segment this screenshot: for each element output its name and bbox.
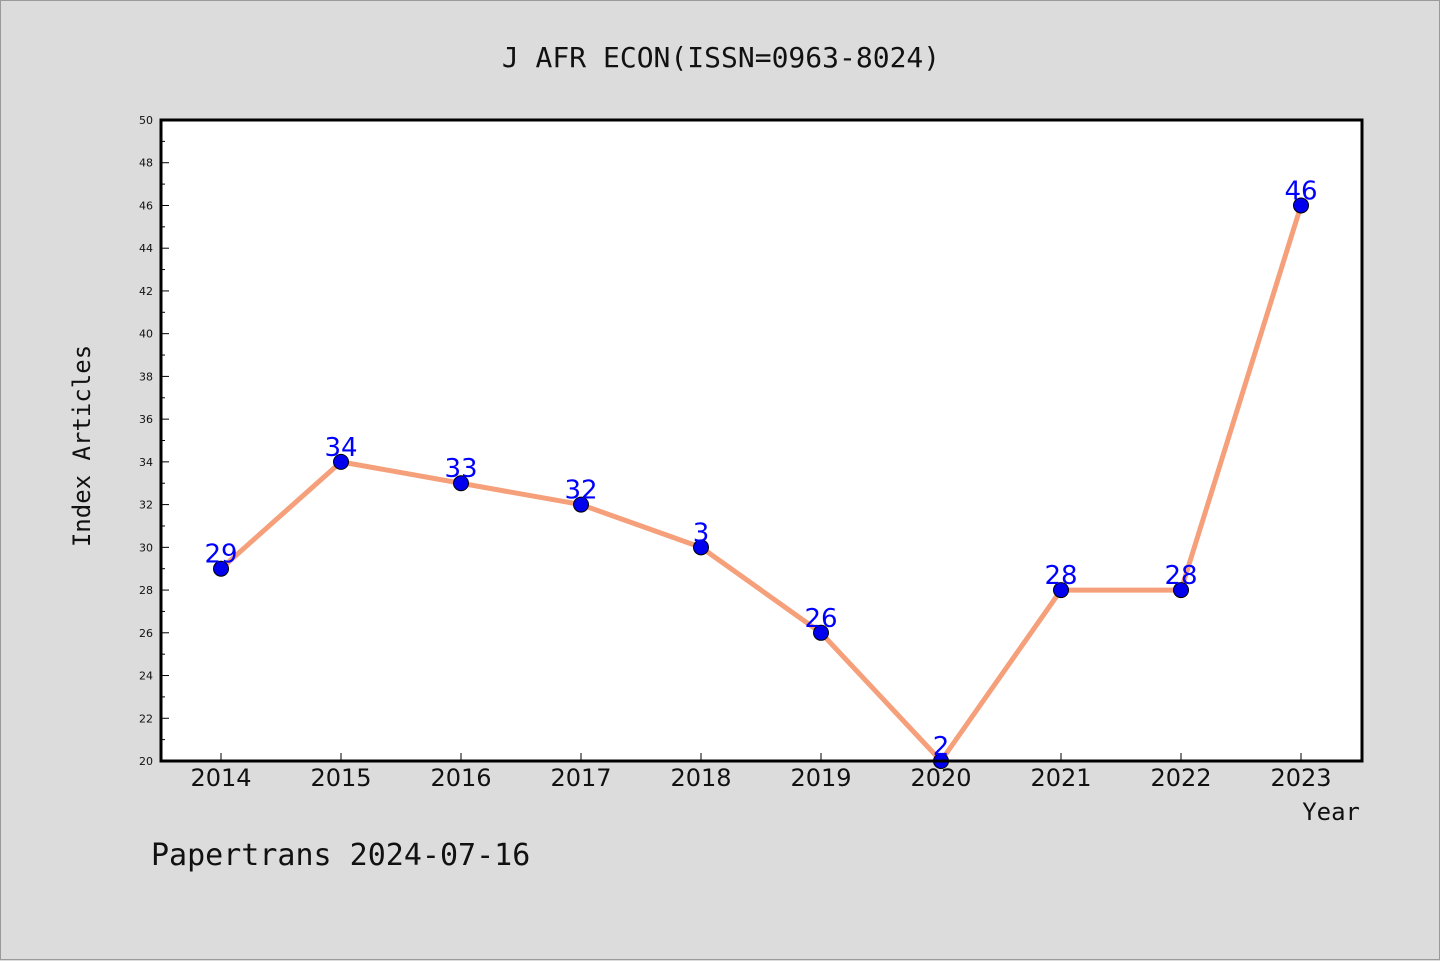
data-point — [453, 475, 469, 492]
data-label: 28 — [1044, 561, 1077, 591]
data-label: 46 — [1284, 176, 1317, 206]
chart-title: J AFR ECON(ISSN=0963-8024) — [502, 41, 940, 74]
data-label: 28 — [1164, 561, 1197, 591]
data-point — [813, 624, 829, 641]
x-tick-label: 2023 — [1270, 764, 1331, 792]
data-labels: 29 34 33 32 3 26 2 28 28 46 — [204, 176, 1317, 762]
plot-area — [161, 120, 1362, 761]
series-line — [218, 202, 1304, 764]
data-label: 33 — [444, 454, 477, 484]
x-tick-label: 2016 — [430, 764, 491, 792]
data-point — [573, 496, 589, 513]
y-tick-label: 46 — [139, 199, 153, 212]
y-tick-label: 42 — [139, 285, 153, 298]
x-tick-label: 2019 — [790, 764, 851, 792]
y-tick-label: 22 — [139, 712, 153, 725]
y-tick-label: 20 — [139, 755, 153, 768]
x-tick-label: 2015 — [310, 764, 371, 792]
y-tick-label: 48 — [139, 157, 153, 170]
y-tick-label: 34 — [139, 456, 153, 469]
series-markers — [213, 197, 1309, 769]
data-point — [1053, 582, 1069, 599]
y-tick-label: 50 — [139, 114, 153, 127]
data-label: 3 — [693, 518, 710, 548]
x-axis-label: Year — [1302, 798, 1360, 826]
y-tick-label: 24 — [139, 670, 153, 683]
y-tick-label: 28 — [139, 584, 153, 597]
y-tick-label: 38 — [139, 370, 153, 383]
data-point — [333, 453, 349, 470]
y-tick-label: 44 — [139, 242, 153, 255]
data-point — [1293, 197, 1309, 214]
data-label: 32 — [564, 476, 597, 506]
x-tick-label: 2017 — [550, 764, 611, 792]
y-tick-label: 32 — [139, 499, 153, 512]
footer-credit: Papertrans 2024-07-16 — [151, 838, 530, 873]
data-point — [1173, 582, 1189, 599]
plot-border — [159, 118, 1364, 763]
data-label: 2 — [933, 732, 950, 762]
y-tick-label: 36 — [139, 413, 153, 426]
data-point — [213, 560, 229, 577]
data-label: 29 — [204, 540, 237, 570]
x-tick-label: 2021 — [1030, 764, 1091, 792]
y-tick-label: 40 — [139, 328, 153, 341]
y-tick-label: 26 — [139, 627, 153, 640]
x-tick-label: 2018 — [670, 764, 731, 792]
x-tick-label: 2014 — [190, 764, 251, 792]
y-axis-ticks: 20 22 24 26 28 30 32 34 36 38 40 42 44 46 48 50 — [139, 114, 169, 768]
data-label: 34 — [324, 433, 357, 463]
data-label: 26 — [804, 604, 837, 634]
y-axis-label: Index Articles — [68, 345, 96, 547]
data-point — [693, 539, 709, 556]
y-tick-label: 30 — [139, 541, 153, 554]
x-axis-ticks: 2014 2015 2016 2017 2018 2019 2020 2021 2022 2023 — [190, 753, 1332, 792]
x-tick-label: 2022 — [1150, 764, 1211, 792]
